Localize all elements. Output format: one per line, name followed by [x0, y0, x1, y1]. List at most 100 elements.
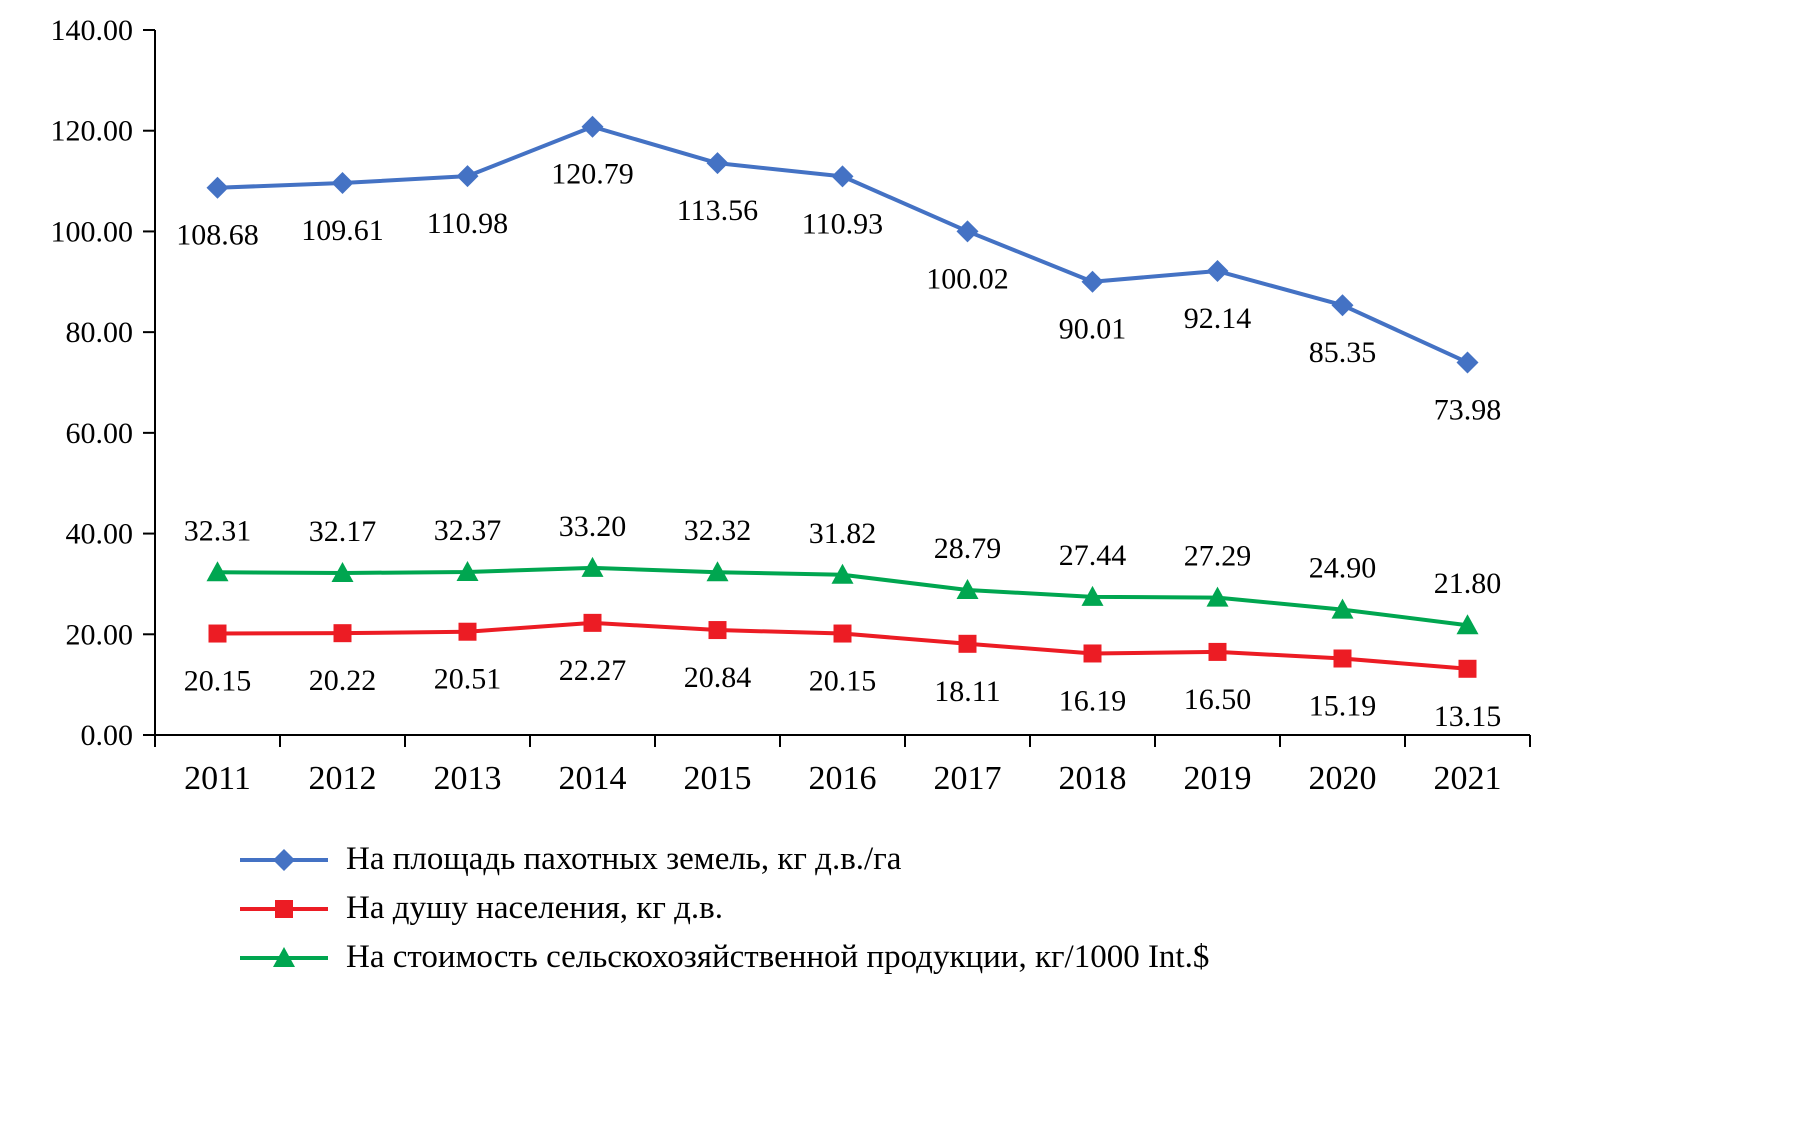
- data-label: 100.02: [926, 262, 1009, 295]
- line-chart: 0.00 20.00 40.00 60.00 80.00 100.00 120.00 140.…: [51, 14, 1531, 797]
- x-axis-label: 2018: [1059, 760, 1127, 797]
- diamond-marker-icon: [1456, 351, 1479, 374]
- y-axis-tick-label: 80.00: [66, 316, 134, 349]
- data-label: 15.19: [1309, 690, 1377, 723]
- square-marker-icon: [1208, 642, 1227, 661]
- legend-label: На площадь пахотных земель, кг д.в./га: [346, 841, 902, 877]
- data-label: 24.90: [1309, 552, 1377, 585]
- data-label: 21.80: [1434, 567, 1502, 600]
- triangle-marker-icon: [206, 561, 229, 582]
- x-axis-label: 2017: [934, 760, 1002, 797]
- data-label: 85.35: [1309, 336, 1377, 369]
- y-axis-tick-label: 60.00: [66, 417, 134, 450]
- data-label: 20.22: [309, 664, 377, 697]
- legend-marker-triangle-icon: [240, 946, 328, 967]
- legend-item: На площадь пахотных земель, кг д.в./га: [238, 841, 1808, 878]
- square-marker-icon: [208, 624, 227, 643]
- y-axis-tick-label: 120.00: [51, 115, 134, 148]
- triangle-marker-icon: [456, 560, 479, 581]
- data-label: 110.98: [427, 207, 508, 240]
- data-label: 33.20: [559, 510, 627, 543]
- data-label: 22.27: [559, 654, 627, 687]
- diamond-marker-icon: [706, 152, 729, 175]
- y-axis-tick-label: 140.00: [51, 14, 134, 47]
- data-label: 13.15: [1434, 700, 1502, 733]
- triangle-marker-icon: [831, 563, 854, 584]
- diamond-marker-icon: [206, 176, 229, 199]
- triangle-marker-icon: [1081, 585, 1104, 606]
- diamond-marker-icon: [956, 220, 979, 243]
- data-label: 16.50: [1184, 683, 1252, 716]
- data-label: 90.01: [1059, 313, 1127, 346]
- square-marker-icon: [333, 624, 352, 643]
- data-label: 20.15: [809, 665, 877, 698]
- diamond-marker-icon: [273, 848, 295, 871]
- data-label: 108.68: [176, 219, 259, 252]
- triangle-marker-icon: [706, 561, 729, 582]
- data-label: 32.37: [434, 514, 502, 547]
- square-marker-icon: [1333, 649, 1352, 668]
- triangle-marker-icon: [581, 556, 604, 577]
- data-label: 32.31: [184, 514, 252, 547]
- data-label: 120.79: [551, 158, 634, 191]
- square-marker-icon: [1083, 644, 1102, 663]
- square-marker-icon: [275, 899, 293, 918]
- x-axis-label: 2014: [559, 760, 627, 797]
- diamond-marker-icon: [1206, 260, 1229, 283]
- triangle-marker-icon: [956, 579, 979, 600]
- diamond-marker-icon: [1331, 294, 1354, 317]
- data-label: 28.79: [934, 532, 1002, 565]
- square-marker-icon: [458, 622, 477, 641]
- data-label: 20.15: [184, 665, 252, 698]
- triangle-marker-icon: [273, 946, 295, 967]
- triangle-marker-icon: [1331, 598, 1354, 619]
- data-label: 113.56: [677, 194, 758, 227]
- x-axis-label: 2020: [1309, 760, 1377, 797]
- y-axis-tick-label: 0.00: [81, 719, 134, 752]
- diamond-marker-icon: [331, 172, 354, 195]
- x-axis-label: 2019: [1184, 760, 1252, 797]
- x-axis-label: 2021: [1434, 760, 1502, 797]
- triangle-marker-icon: [331, 562, 354, 583]
- legend-marker-diamond-icon: [240, 848, 328, 871]
- x-axis-label: 2012: [309, 760, 377, 797]
- square-marker-icon: [833, 624, 852, 643]
- diamond-marker-icon: [1081, 270, 1104, 293]
- data-label: 31.82: [809, 517, 877, 550]
- y-axis-tick-label: 100.00: [51, 215, 134, 248]
- diamond-marker-icon: [456, 165, 479, 188]
- square-marker-icon: [1458, 659, 1477, 678]
- data-label: 32.17: [309, 515, 377, 548]
- x-axis-label: 2016: [809, 760, 877, 797]
- square-marker-icon: [583, 613, 602, 632]
- square-marker-icon: [708, 621, 727, 640]
- data-label: 20.51: [434, 663, 502, 696]
- data-label: 32.32: [684, 514, 752, 547]
- x-axis-label: 2015: [684, 760, 752, 797]
- data-label: 110.93: [802, 207, 883, 240]
- data-label: 16.19: [1059, 684, 1127, 717]
- data-label: 18.11: [934, 675, 1000, 708]
- data-label: 20.84: [684, 661, 752, 694]
- triangle-marker-icon: [1456, 614, 1479, 635]
- legend-item: На стоимость сельскохозяйственной продук…: [238, 939, 1808, 976]
- data-label: 27.29: [1184, 540, 1252, 573]
- x-axis-label: 2013: [434, 760, 502, 797]
- legend-label: На стоимость сельскохозяйственной продук…: [346, 939, 1210, 975]
- chart-legend: На площадь пахотных земель, кг д.в./га На…: [238, 841, 1808, 976]
- x-axis-label: 2011: [184, 760, 251, 797]
- data-label: 27.44: [1059, 539, 1127, 572]
- data-label: 109.61: [301, 214, 384, 247]
- data-label: 92.14: [1184, 302, 1252, 335]
- series-line-0: [217, 124, 1469, 365]
- legend-item: На душу населения, кг д.в.: [238, 890, 1808, 927]
- data-label: 73.98: [1434, 393, 1502, 426]
- y-axis-tick-label: 40.00: [66, 518, 134, 551]
- diamond-marker-icon: [831, 165, 854, 188]
- triangle-marker-icon: [1206, 586, 1229, 607]
- diamond-marker-icon: [581, 115, 604, 138]
- legend-marker-square-icon: [240, 899, 328, 918]
- square-marker-icon: [958, 634, 977, 653]
- legend-label: На душу населения, кг д.в.: [346, 890, 723, 926]
